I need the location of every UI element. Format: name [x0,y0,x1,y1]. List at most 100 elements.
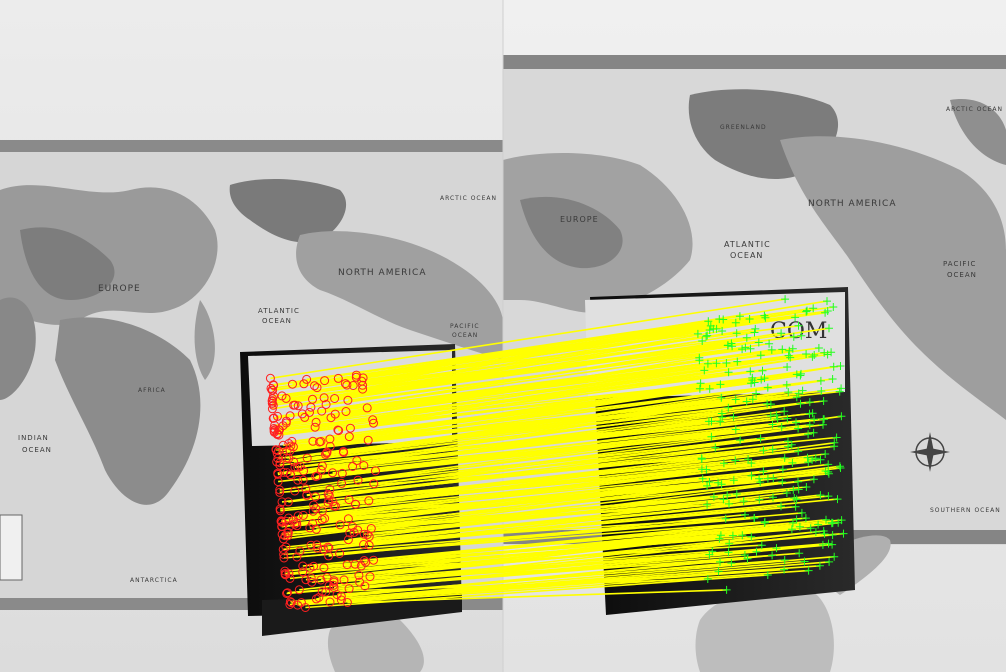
match-line [274,377,765,432]
left-keypoint [283,497,293,507]
label-arctic-right: ARCTIC OCEAN [946,106,1003,113]
left-keypoint [289,457,299,467]
match-line [296,517,755,558]
right-keypoint [784,442,793,451]
right-hand [695,586,834,672]
right-keypoint [757,541,766,550]
left-keypoint [288,379,297,389]
right-keypoint [824,539,833,548]
right-keypoint [756,478,765,487]
right-keypoint [837,412,846,421]
right-keypoint [725,499,733,508]
left-keypoint [301,575,311,585]
right-keypoint [731,318,740,327]
left-keypoint [358,380,368,390]
right-keypoint [794,447,803,456]
right-keypoint [729,476,738,485]
right-keypoint [783,414,792,423]
left-keypoint [336,595,346,605]
left-keypoint [326,413,336,423]
left-keypoint [333,373,343,383]
right-keypoint [741,510,749,519]
left-keypoint [324,490,334,500]
label-atlantic-2: OCEAN [262,317,292,325]
left-keypoint [281,418,291,428]
left-keypoint [311,472,321,481]
right-keypoint [738,345,747,354]
match-line [286,381,755,452]
left-keypoint [344,495,354,505]
right-keypoint [839,529,848,538]
left-keypoint [275,487,285,497]
right-keypoint [780,565,789,574]
right-keypoint [805,398,814,407]
right-keypoint [791,313,800,322]
match-line [361,328,717,382]
match-line [273,369,705,430]
right-keypoint [795,522,804,531]
left-keypoint [287,436,297,446]
left-keypoint [293,475,303,485]
right-keypoint [811,528,820,536]
left-keypoint [359,540,369,549]
match-line [301,565,820,604]
right-keypoint [823,297,831,306]
left-keypoint [270,420,280,430]
left-keypoint [277,529,287,539]
right-keypoint [714,478,723,487]
right-keypoint [754,338,763,347]
left-keypoint [276,516,286,526]
right-keypoint [747,459,756,468]
right-keypoint [824,469,833,478]
left-keypoint [317,506,327,516]
left-keypoint [357,376,367,386]
right-keypoint [742,333,751,342]
match-line [348,482,719,520]
left-keypoint [308,519,318,528]
right-keypoint [835,462,844,471]
left-keypoint [311,492,320,502]
left-keypoint [302,453,312,463]
left-keypoint [364,532,374,542]
left-keypoint [269,380,279,390]
match-line [290,570,719,603]
left-keypoint [342,380,352,390]
left-keypoint [310,381,319,391]
left-keypoint [348,462,358,471]
right-keypoint [752,547,761,556]
right-keypoint [828,375,837,383]
right-keypoint [724,548,733,557]
right-keypoint [756,434,765,443]
right-keypoint [830,438,839,447]
left-keypoint [286,598,296,608]
label-atlantic-1: ATLANTIC [258,307,300,315]
left-keypoint [290,519,300,529]
match-line [323,336,794,399]
left-keypoint [325,434,335,444]
match-line [337,559,785,596]
right-keypoint [794,389,803,398]
left-keypoint [317,461,327,471]
right-keypoint [792,393,801,402]
right-keypoint [744,455,753,464]
left-keypoint [366,524,376,533]
right-keypoint [769,493,777,502]
right-keypoint [707,432,716,441]
right-keypoint [820,348,829,357]
right-keypoint [763,474,772,483]
left-keypoint [293,511,303,521]
right-keypoint [792,515,801,524]
match-line [276,403,768,463]
left-keypoint [302,490,312,500]
right-keypoint [782,380,791,389]
left-keypoint [275,504,285,514]
left-keypoint [277,497,287,507]
right-keypoint [777,502,785,511]
right-keypoint [801,514,810,523]
right-keypoint [735,312,744,321]
match-line [274,370,751,431]
right-keypoint [784,388,793,397]
left-keypoint [269,413,279,423]
left-keypoint [267,396,277,406]
left-keypoint [321,400,331,409]
